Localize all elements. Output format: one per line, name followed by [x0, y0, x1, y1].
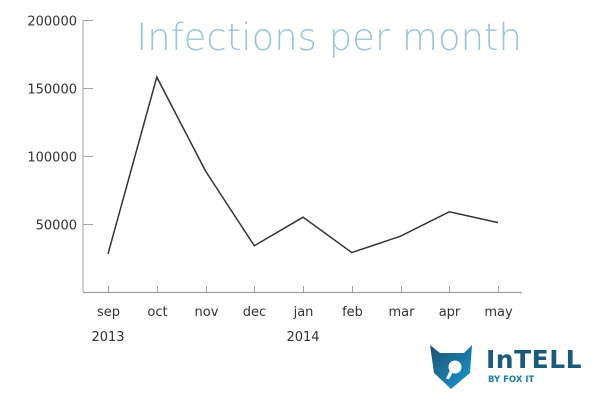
y-tick-label: 50000 — [36, 219, 77, 234]
x-tick-label: apr — [439, 305, 461, 320]
x-tick-label: may — [484, 305, 513, 320]
x-tick-label: jan — [293, 305, 314, 320]
fox-shield-icon — [430, 345, 472, 389]
x-axis: sep oct nov dec jan feb mar apr may 2013 2014 — [83, 286, 522, 345]
y-tick-label: 150000 — [27, 83, 77, 98]
x-tick-label: feb — [342, 305, 363, 320]
x-tick-label: sep — [97, 305, 120, 320]
intell-logo: InTELL BY FOX IT — [428, 343, 588, 393]
chart-title: Infections per month — [136, 16, 522, 59]
x-tick-label: dec — [243, 305, 266, 320]
x-tick-label: oct — [147, 305, 167, 320]
y-tick-label: 200000 — [27, 15, 77, 30]
x-tick-label: nov — [195, 305, 219, 320]
infections-line — [107, 75, 499, 255]
x-tick-label: mar — [389, 305, 416, 320]
year-label: 2014 — [286, 330, 319, 345]
logo-tagline: BY FOX IT — [488, 375, 535, 385]
y-tick-label: 100000 — [27, 151, 77, 166]
year-label: 2013 — [91, 330, 124, 345]
y-axis: 50000 100000 150000 200000 — [27, 15, 93, 292]
logo-name: InTELL — [486, 345, 583, 374]
